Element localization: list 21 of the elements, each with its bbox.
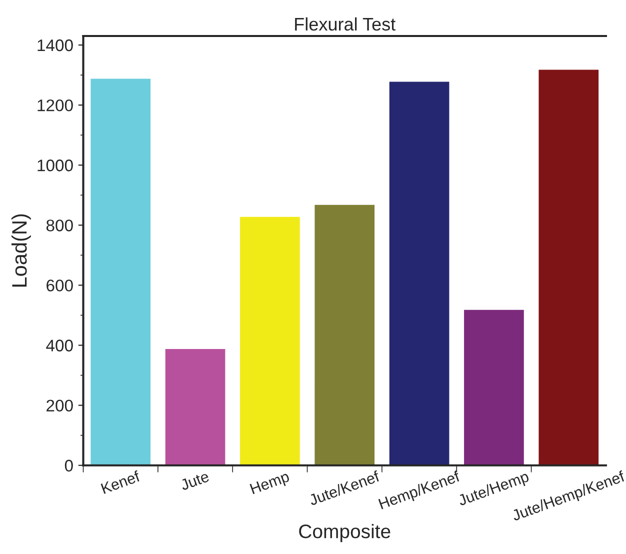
x-tick-label: Kenef — [100, 470, 141, 494]
bar — [238, 215, 302, 466]
y-tick-label: 800 — [46, 220, 73, 232]
y-tick-label: 400 — [46, 340, 73, 352]
bar — [462, 308, 526, 466]
bar — [89, 77, 152, 466]
bar — [164, 348, 227, 466]
y-tick-label: 1200 — [38, 99, 73, 112]
bar — [388, 80, 451, 466]
bar — [537, 68, 600, 466]
x-tick-label: Hemp — [250, 470, 291, 498]
y-tick-label: 200 — [46, 400, 73, 412]
x-axis-title: Composite — [299, 524, 390, 542]
y-axis-title: Load(N) — [11, 214, 31, 287]
chart-title: Flexural Test — [295, 17, 396, 31]
x-tick-label: Jute — [180, 470, 210, 491]
bar — [313, 203, 376, 466]
y-tick-label: 1400 — [38, 39, 73, 52]
y-tick-label: 600 — [46, 280, 73, 292]
y-tick-label: 1000 — [38, 160, 73, 172]
y-tick-label: 0 — [64, 460, 73, 472]
